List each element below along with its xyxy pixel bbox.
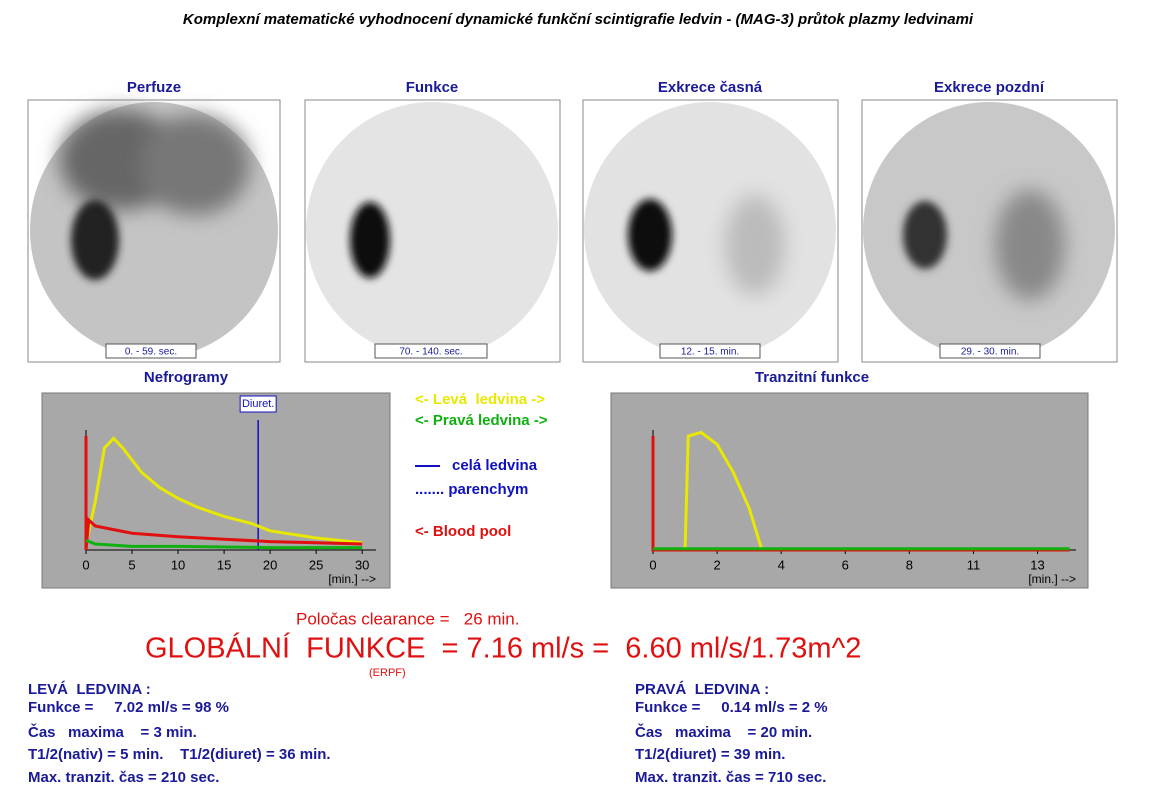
kidney-heading: PRAVÁ LEDVINA : <box>635 681 769 698</box>
legend-label: <- Levá ledvina -> <box>415 391 545 408</box>
kidney-line: Max. tranzit. čas = 210 sec. <box>28 769 219 786</box>
x-tick-label: 11 <box>967 557 981 572</box>
x-tick-label: 0 <box>82 557 89 572</box>
image-label: Perfuze <box>127 79 181 96</box>
x-tick-label: 13 <box>1030 557 1044 572</box>
legend-label: ....... parenchym <box>415 481 528 498</box>
image-caption: 29. - 30. min. <box>961 347 1019 358</box>
marker-label-box <box>239 395 277 413</box>
erpf: (ERPF) <box>369 667 406 679</box>
x-tick-label: 4 <box>778 557 785 572</box>
image-label: Funkce <box>406 79 459 96</box>
curve <box>84 436 363 545</box>
x-tick-label: 0 <box>649 557 656 572</box>
image-perfuze <box>27 99 281 363</box>
image-exkrece-pozdni <box>861 99 1118 363</box>
kidney-line: T1/2(nativ) = 5 min. T1/2(diuret) = 36 m… <box>28 746 331 763</box>
kidney-line: Funkce = 7.02 ml/s = 98 % <box>28 699 229 716</box>
legend-label: celá ledvina <box>452 457 538 474</box>
chart-panel <box>41 392 391 589</box>
clearance: Poločas clearance = 26 min. <box>296 609 519 628</box>
kidney-line: Čas maxima = 3 min. <box>28 723 197 741</box>
chart-title: Nefrogramy <box>144 369 229 386</box>
x-tick-label: 8 <box>906 557 913 572</box>
chart-panel <box>610 392 1089 589</box>
kidney-line: Čas maxima = 20 min. <box>635 723 812 741</box>
image-label: Exkrece pozdní <box>934 79 1045 96</box>
image-caption: 0. - 59. sec. <box>125 347 177 358</box>
title: Komplexní matematické vyhodnocení dynami… <box>183 11 974 28</box>
image-caption: 12. - 15. min. <box>681 347 739 358</box>
x-tick-label: 6 <box>842 557 849 572</box>
image-caption: 70. - 140. sec. <box>399 347 462 358</box>
image-label: Exkrece časná <box>658 79 763 96</box>
legend-label: <- Pravá ledvina -> <box>415 412 548 429</box>
x-axis-label: [min.] --> <box>1028 572 1076 586</box>
x-tick-label: 5 <box>128 557 135 572</box>
marker-label: Diuret. <box>242 398 274 410</box>
kidney-line: T1/2(diuret) = 39 min. <box>635 746 785 763</box>
image-exkrece-casna <box>582 99 839 363</box>
kidney-line: Funkce = 0.14 ml/s = 2 % <box>635 699 828 716</box>
image-funkce <box>304 99 561 363</box>
kidney-line: Max. tranzit. čas = 710 sec. <box>635 769 826 786</box>
curve <box>85 539 363 550</box>
x-tick-label: 30 <box>355 557 369 572</box>
chart-title: Tranzitní funkce <box>755 369 869 386</box>
x-tick-label: 10 <box>171 557 185 572</box>
global-function: GLOBÁLNÍ FUNKCE = 7.16 ml/s = 6.60 ml/s/… <box>145 632 861 665</box>
x-tick-label: 20 <box>263 557 277 572</box>
kidney-heading: LEVÁ LEDVINA : <box>28 681 151 698</box>
curve <box>683 430 764 551</box>
legend-label: <- Blood pool <box>415 523 511 540</box>
x-axis-label: [min.] --> <box>328 572 376 586</box>
curve <box>84 436 363 551</box>
x-tick-label: 15 <box>217 557 231 572</box>
captions <box>105 343 1041 359</box>
x-tick-label: 25 <box>309 557 323 572</box>
x-tick-label: 2 <box>713 557 720 572</box>
